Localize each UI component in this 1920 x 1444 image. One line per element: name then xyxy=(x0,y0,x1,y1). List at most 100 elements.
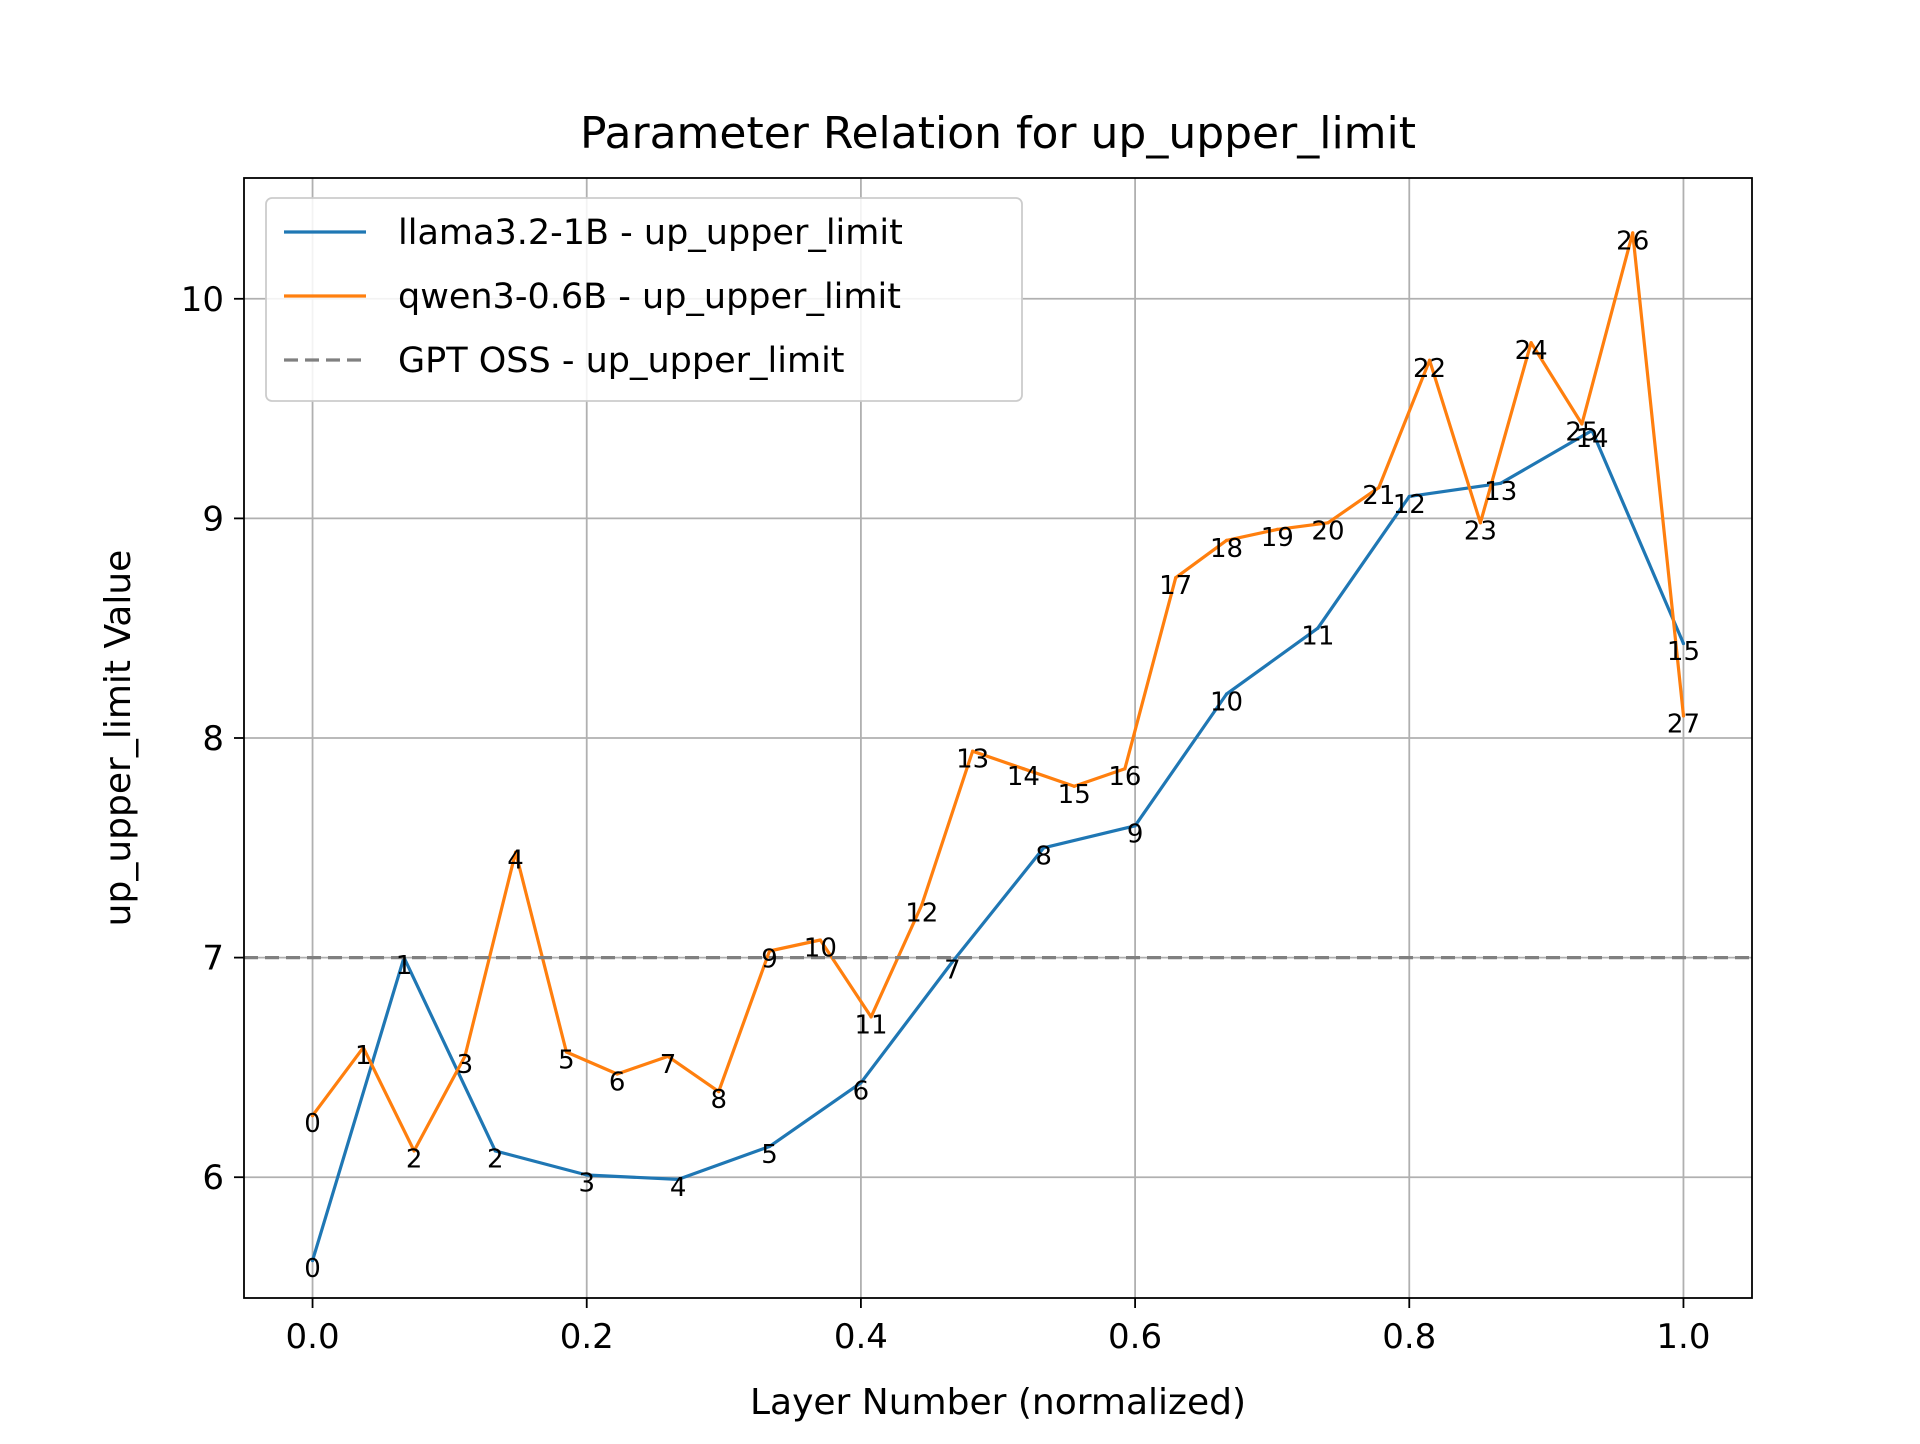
x-tick-label: 0.4 xyxy=(834,1317,888,1357)
point-label: 14 xyxy=(1007,762,1040,792)
point-label: 15 xyxy=(1058,780,1091,810)
data-point xyxy=(1133,824,1137,828)
point-label: 1 xyxy=(396,951,413,981)
data-point xyxy=(1224,692,1229,696)
point-label: 21 xyxy=(1362,481,1395,511)
point-label: 10 xyxy=(1210,688,1243,718)
point-label: 13 xyxy=(1484,477,1517,507)
data-point xyxy=(920,903,924,907)
x-tick-label: 0.2 xyxy=(560,1317,614,1357)
y-axis-title: up_upper_limit Value xyxy=(98,550,139,927)
data-point xyxy=(1123,767,1127,771)
x-tick-label: 0.6 xyxy=(1108,1317,1162,1357)
point-label: 7 xyxy=(660,1050,677,1080)
data-point xyxy=(1631,231,1635,235)
point-label: 4 xyxy=(507,846,524,876)
data-point xyxy=(1427,358,1432,362)
point-label: 3 xyxy=(578,1169,595,1199)
point-label: 10 xyxy=(804,934,837,964)
point-label: 5 xyxy=(761,1140,778,1170)
data-point xyxy=(361,1046,365,1050)
data-point xyxy=(1681,714,1686,718)
data-point xyxy=(818,938,822,942)
point-label: 0 xyxy=(304,1109,321,1139)
point-label: 16 xyxy=(1108,762,1141,792)
point-label: 2 xyxy=(487,1144,504,1174)
x-tick-label: 0.8 xyxy=(1382,1317,1436,1357)
series-line xyxy=(310,428,1685,1262)
series-lines xyxy=(244,231,1752,1263)
data-point xyxy=(493,1149,497,1153)
point-label: 22 xyxy=(1413,354,1446,384)
x-tick-label: 1.0 xyxy=(1656,1317,1710,1357)
data-point xyxy=(869,1015,873,1019)
data-point xyxy=(1478,521,1483,525)
point-label: 27 xyxy=(1667,710,1700,740)
data-point xyxy=(1407,494,1411,499)
legend-box xyxy=(265,197,1023,402)
point-label: 8 xyxy=(710,1085,727,1115)
data-point xyxy=(1042,846,1046,850)
point-label: 26 xyxy=(1616,226,1649,256)
point-label: 11 xyxy=(1301,622,1334,652)
point-label: 6 xyxy=(609,1068,626,1098)
point-label: 5 xyxy=(558,1046,575,1076)
data-point xyxy=(412,1149,416,1153)
data-point xyxy=(310,1114,315,1118)
data-point xyxy=(1021,767,1025,771)
point-label: 17 xyxy=(1159,571,1192,601)
point-label: 3 xyxy=(457,1050,474,1080)
data-point xyxy=(463,1054,467,1059)
legend-label: llama3.2-1B - up_upper_limit xyxy=(398,213,903,253)
point-label: 18 xyxy=(1210,534,1243,564)
y-tick-label: 9 xyxy=(202,499,224,539)
point-label: 7 xyxy=(944,956,961,986)
legend-label: qwen3-0.6B - up_upper_limit xyxy=(398,277,901,317)
point-label: 8 xyxy=(1035,841,1052,871)
chart-title: Parameter Relation for up_upper_limit xyxy=(580,108,1416,159)
data-point xyxy=(1316,626,1320,630)
point-label: 20 xyxy=(1311,516,1344,546)
point-label: 9 xyxy=(1127,819,1144,849)
data-point xyxy=(1072,784,1076,788)
point-label: 25 xyxy=(1565,417,1598,447)
data-point xyxy=(859,1081,863,1085)
x-tick-label: 0.0 xyxy=(286,1317,340,1357)
point-label: 14 xyxy=(1575,424,1608,454)
legend: llama3.2-1B - up_upper_limit qwen3-0.6B -… xyxy=(265,197,1023,402)
data-point xyxy=(1681,641,1686,646)
point-label: 19 xyxy=(1261,523,1294,553)
data-point xyxy=(971,749,975,753)
data-point xyxy=(666,1054,670,1059)
data-point xyxy=(310,1259,315,1263)
point-label: 1 xyxy=(355,1041,372,1071)
point-label: 0 xyxy=(304,1254,321,1284)
data-point xyxy=(1224,538,1229,542)
point-label: 2 xyxy=(406,1144,423,1174)
data-point xyxy=(1275,527,1279,531)
point-label: 4 xyxy=(670,1173,687,1203)
data-point xyxy=(767,949,772,953)
point-label: 13 xyxy=(956,745,989,775)
data-point xyxy=(767,1144,772,1149)
data-point xyxy=(717,1089,721,1094)
y-tick-label: 8 xyxy=(202,719,224,759)
data-point xyxy=(564,1050,569,1054)
data-point xyxy=(585,1173,589,1177)
data-point xyxy=(1326,521,1330,525)
legend-label: GPT OSS - up_upper_limit xyxy=(398,341,845,381)
data-point xyxy=(513,850,518,854)
data-point xyxy=(1580,422,1584,426)
point-label: 11 xyxy=(855,1010,888,1040)
data-point xyxy=(1377,486,1381,490)
data-point xyxy=(1174,576,1178,580)
data-point xyxy=(950,960,954,964)
data-point xyxy=(1590,428,1594,433)
point-label: 6 xyxy=(853,1076,870,1106)
point-label: 12 xyxy=(1393,490,1426,520)
x-axis-title: Layer Number (normalized) xyxy=(750,1382,1246,1423)
